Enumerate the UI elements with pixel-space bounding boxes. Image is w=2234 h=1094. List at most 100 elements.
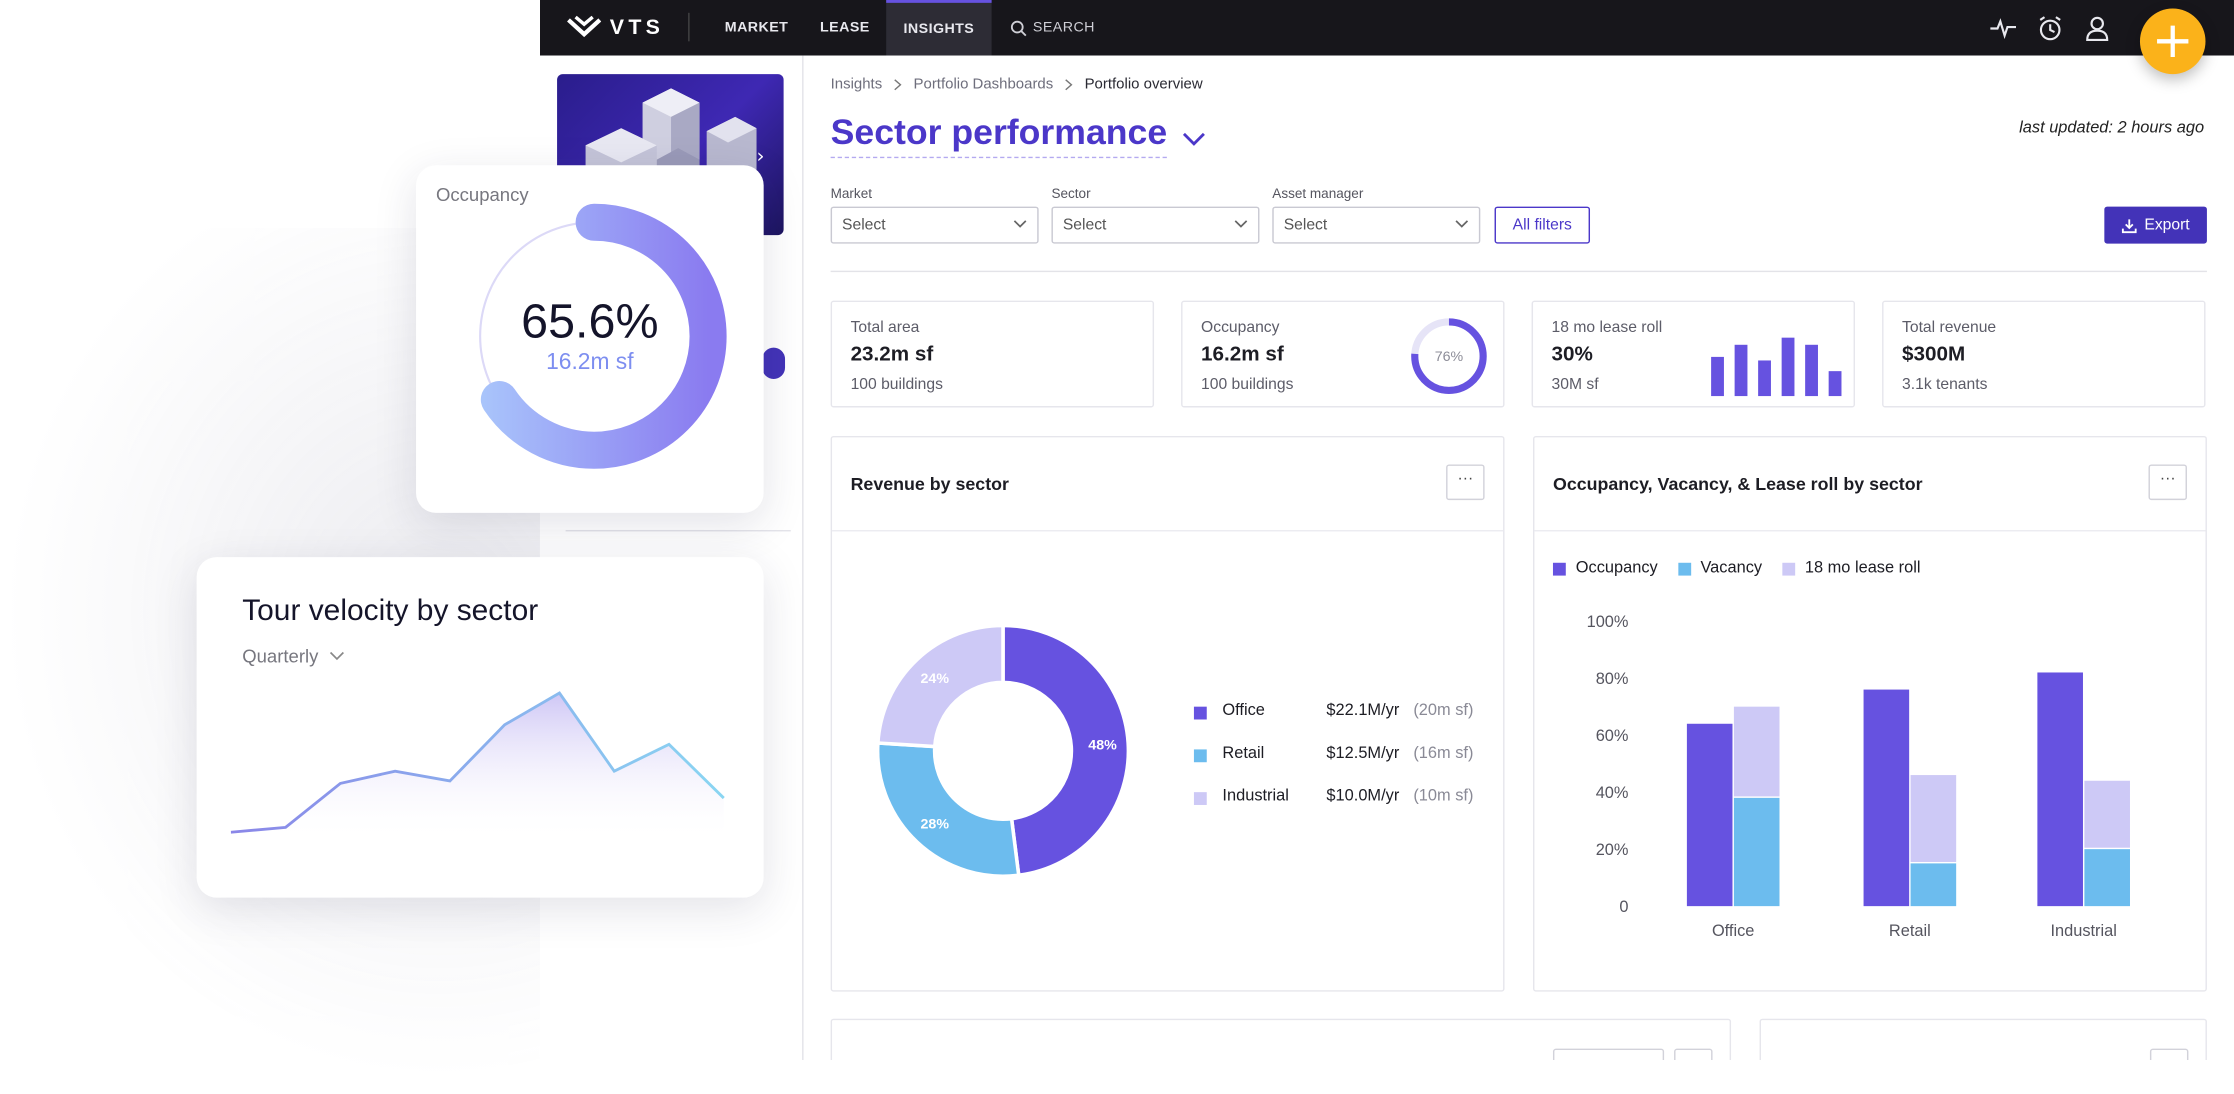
mini-bar: [1734, 344, 1748, 397]
legend-swatch: [1552, 562, 1566, 575]
user-icon[interactable]: [2083, 14, 2111, 42]
legend-row-industrial[interactable]: Industrial $10.0M/yr (10m sf): [1193, 787, 1493, 831]
y-tick-label: 100%: [1587, 613, 1629, 631]
chevron-down-icon[interactable]: [1181, 130, 1207, 147]
occupancy-area: 16.2m sf: [546, 350, 634, 375]
nav-lease[interactable]: LEASE: [820, 19, 870, 36]
period-dropdown[interactable]: Quarterly: [242, 645, 345, 667]
kpi-sub: 3.1k tenants: [1902, 376, 1988, 394]
legend-value: $10.0M/yr: [1326, 787, 1400, 805]
legend-name: Industrial: [1222, 787, 1289, 805]
legend-label: 18 mo lease roll: [1804, 559, 1921, 578]
donut-slice-retail[interactable]: [875, 741, 1021, 878]
more-options-button[interactable]: ···: [2148, 464, 2187, 501]
bar-lease-roll-retail[interactable]: [1910, 775, 1957, 862]
mini-bar: [1828, 371, 1842, 397]
last-updated: last updated: 2 hours ago: [2019, 119, 2205, 137]
ring-fill: [1411, 318, 1487, 394]
more-options-button[interactable]: ···: [1446, 464, 1485, 501]
legend-value: $12.5M/yr: [1326, 745, 1400, 763]
nav-insights[interactable]: INSIGHTS: [886, 0, 992, 56]
nav-search[interactable]: SEARCH: [1010, 0, 1095, 56]
all-filters-button[interactable]: All filters: [1494, 206, 1591, 244]
plus-icon: [2157, 25, 2189, 57]
kpi-value: 30%: [1551, 343, 1593, 367]
bar-vacancy-office[interactable]: [1733, 797, 1780, 907]
donut-slice-office[interactable]: [1001, 623, 1131, 878]
kpi-total-area[interactable]: Total area 23.2m sf 100 buildings: [830, 300, 1155, 408]
kpi-sub: 30M sf: [1551, 376, 1599, 394]
legend-swatch: [1193, 749, 1207, 763]
occupancy-floating-card: Occupancy 65.6% 16.2m sf: [416, 165, 764, 513]
bar-occupancy-office[interactable]: [1686, 723, 1733, 907]
legend-value: $22.1M/yr: [1326, 702, 1400, 720]
export-button[interactable]: Export: [2104, 206, 2207, 244]
donut-label: 24%: [920, 671, 949, 687]
bottom-card-right: [1759, 1018, 2207, 1061]
activity-icon[interactable]: [1989, 14, 2017, 42]
vts-logo-icon: [567, 15, 602, 38]
breadcrumb-portfolio-dashboards[interactable]: Portfolio Dashboards: [913, 75, 1054, 93]
legend-item-lease-roll[interactable]: 18 mo lease roll: [1782, 559, 1921, 578]
y-tick-label: 40%: [1596, 784, 1629, 802]
breadcrumb: Insights Portfolio Dashboards Portfolio …: [831, 76, 1203, 93]
mini-bar: [1781, 337, 1795, 397]
more-options-button[interactable]: [2149, 1048, 2189, 1061]
gauge-fill: [461, 203, 727, 469]
mini-bar: [1805, 344, 1818, 397]
alarm-clock-icon[interactable]: [2036, 14, 2064, 42]
market-select[interactable]: Select: [830, 206, 1039, 244]
legend-row-office[interactable]: Office $22.1M/yr (20m sf): [1193, 702, 1493, 745]
add-button[interactable]: [2139, 8, 2206, 75]
chevron-down-icon: [330, 651, 345, 661]
bar-occupancy-retail[interactable]: [1863, 689, 1910, 907]
x-tick-label: Retail: [1889, 922, 1931, 940]
occupancy-card-label: Occupancy: [435, 183, 529, 206]
kpi-label: Total revenue: [1902, 319, 1997, 337]
donut-label: 48%: [1088, 738, 1117, 754]
bar-lease-roll-industrial[interactable]: [2084, 780, 2130, 848]
mini-bar: [1758, 360, 1771, 397]
side-pill-toggle[interactable]: [762, 347, 786, 379]
x-tick-label: Industrial: [2050, 922, 2116, 940]
chevron-right-icon: [1065, 78, 1073, 90]
bar-vacancy-retail[interactable]: [1910, 863, 1957, 907]
card-divider: [1534, 530, 2206, 532]
donut-slice-industrial[interactable]: [875, 623, 1005, 749]
legend-detail: (20m sf): [1413, 702, 1474, 720]
kpi-sub: 100 buildings: [850, 376, 943, 394]
bar-lease-roll-office[interactable]: [1733, 706, 1780, 797]
period-label: Quarterly: [242, 645, 319, 667]
legend-item-vacancy[interactable]: Vacancy: [1677, 559, 1763, 578]
sector-select[interactable]: Select: [1051, 206, 1260, 244]
y-tick-label: 0: [1619, 898, 1628, 916]
export-label: Export: [2144, 216, 2190, 234]
kpi-total-revenue[interactable]: Total revenue $300M 3.1k tenants: [1882, 300, 2206, 408]
legend-item-occupancy[interactable]: Occupancy: [1552, 559, 1658, 578]
chevron-down-icon: [1013, 220, 1027, 228]
legend-row-retail[interactable]: Retail $12.5M/yr (16m sf): [1193, 745, 1493, 788]
occupancy-gauge: [461, 203, 727, 469]
bar-occupancy-industrial[interactable]: [2037, 672, 2083, 907]
top-nav-bar: VTS MARKET LEASE INSIGHTS SEARCH: [539, 0, 2234, 56]
nav-market[interactable]: MARKET: [724, 19, 789, 36]
page-title[interactable]: Sector performance: [830, 113, 1168, 159]
asset-manager-select[interactable]: Select: [1272, 206, 1481, 244]
legend-swatch: [1193, 792, 1207, 805]
vts-logo[interactable]: VTS: [567, 14, 664, 40]
revenue-by-sector-card: Revenue by sector ··· 48% 28% 24% Office $…: [830, 435, 1505, 992]
asset-manager-select-value: Select: [1283, 216, 1328, 234]
bar-vacancy-industrial[interactable]: [2084, 849, 2130, 907]
kpi-label: Occupancy: [1201, 319, 1280, 337]
legend-label: Occupancy: [1575, 559, 1658, 578]
revenue-donut-chart: 48% 28% 24%: [875, 623, 1131, 878]
occupancy-bar-chart: 100% 80% 60% 40% 20% 0 Office Retail Industrial: [1587, 613, 2130, 940]
kpi-label: 18 mo lease roll: [1551, 319, 1663, 337]
legend-label: Vacancy: [1700, 559, 1763, 578]
search-icon: [1010, 20, 1027, 36]
breadcrumb-insights[interactable]: Insights: [830, 75, 883, 93]
bottom-card-select[interactable]: [1552, 1048, 1665, 1061]
kpi-occupancy[interactable]: Occupancy 16.2m sf 100 buildings 76%: [1181, 300, 1505, 408]
kpi-lease-roll[interactable]: 18 mo lease roll 30% 30M sf: [1531, 300, 1856, 408]
more-options-button[interactable]: [1674, 1048, 1713, 1061]
